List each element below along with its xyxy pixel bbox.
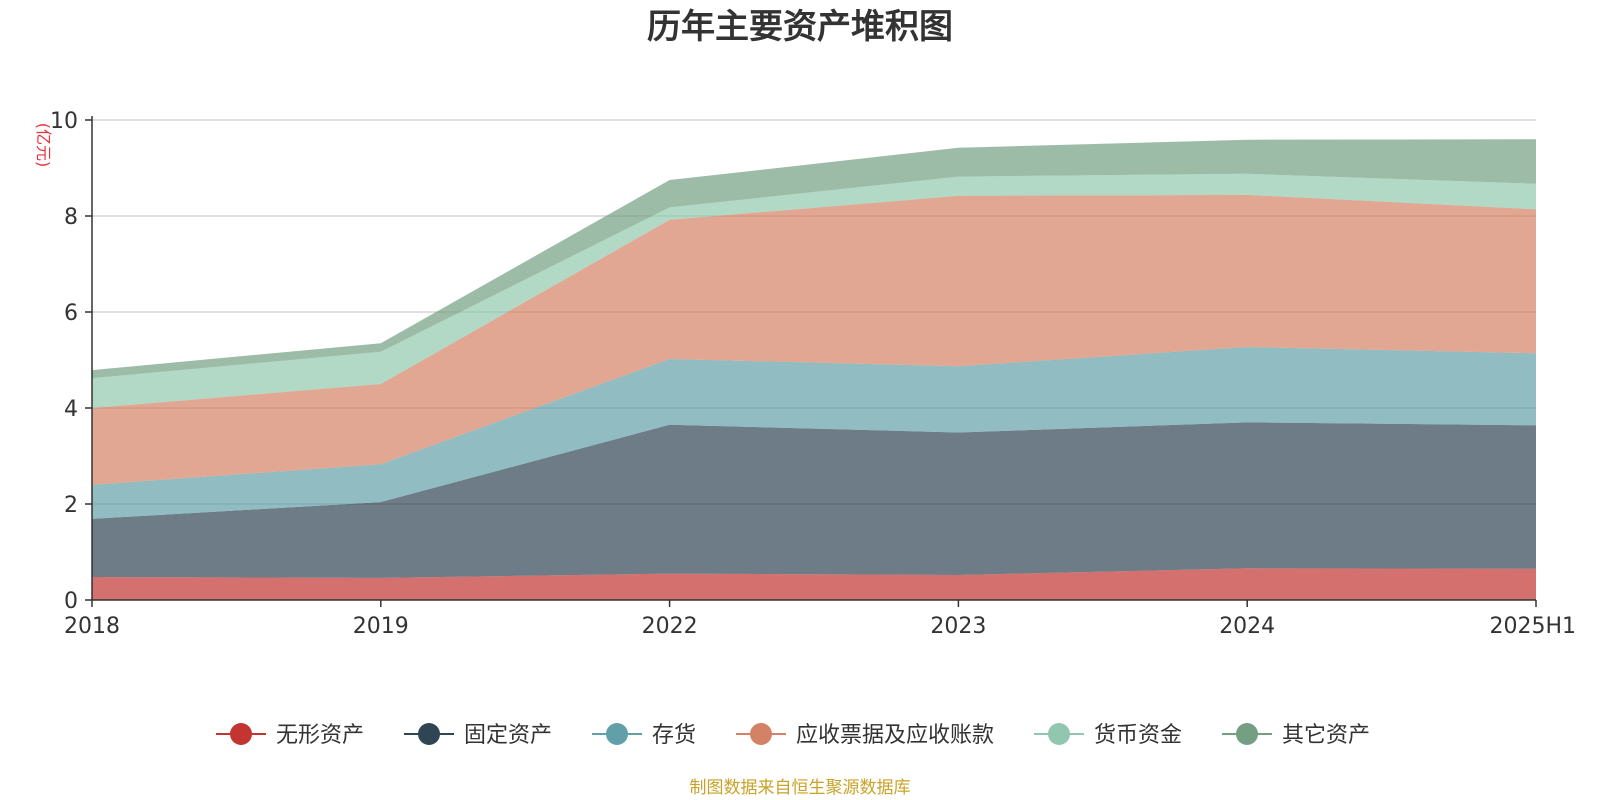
legend[interactable]: 无形资产 固定资产 存货 应收票据及应收账款 货币资金 其它资产 [216,723,1370,748]
legend-marker [1236,723,1258,745]
legend-label: 应收票据及应收账款 [796,723,994,748]
legend-item-5[interactable]: 货币资金 [1034,723,1182,748]
y-tick-label: 10 [50,109,78,134]
area-series [92,139,1536,600]
x-tick-label: 2024 [1219,614,1275,639]
legend-label: 存货 [652,723,696,748]
legend-marker [230,723,252,745]
x-tick-label: 2018 [64,614,120,639]
legend-item-6[interactable]: 其它资产 [1222,723,1370,748]
axes: 0 2 4 6 8 10 2018 2019 2022 2023 2024 2025H1 [50,109,1576,639]
legend-item-1[interactable]: 无形资产 [216,723,364,748]
y-tick-label: 2 [64,493,78,518]
legend-marker [418,723,440,745]
legend-marker [606,723,628,745]
legend-marker [750,723,772,745]
area-2 [92,422,1536,578]
legend-label: 无形资产 [276,723,364,748]
x-tick-label: 2025H1 [1489,614,1576,639]
legend-label: 固定资产 [464,723,552,748]
chart-title: 历年主要资产堆积图 [647,7,953,47]
y-tick-label: 6 [64,301,78,326]
legend-item-3[interactable]: 存货 [592,723,696,748]
area-1 [92,568,1536,600]
x-tick-label: 2022 [642,614,698,639]
legend-item-2[interactable]: 固定资产 [404,723,552,748]
area-6 [92,139,1536,379]
legend-marker [1048,723,1070,745]
area-4 [92,194,1536,485]
x-tick-label: 2023 [930,614,986,639]
x-tick-label: 2019 [353,614,409,639]
legend-item-4[interactable]: 应收票据及应收账款 [736,723,994,748]
y-axis-unit: (亿元) [34,123,53,168]
y-tick-label: 8 [64,205,78,230]
area-5 [92,173,1536,408]
source-note: 制图数据来自恒生聚源数据库 [690,778,911,798]
y-tick-label: 0 [64,589,78,614]
y-tick-label: 4 [64,397,78,422]
legend-label: 其它资产 [1282,723,1370,748]
area-3 [92,347,1536,519]
legend-label: 货币资金 [1094,723,1182,748]
